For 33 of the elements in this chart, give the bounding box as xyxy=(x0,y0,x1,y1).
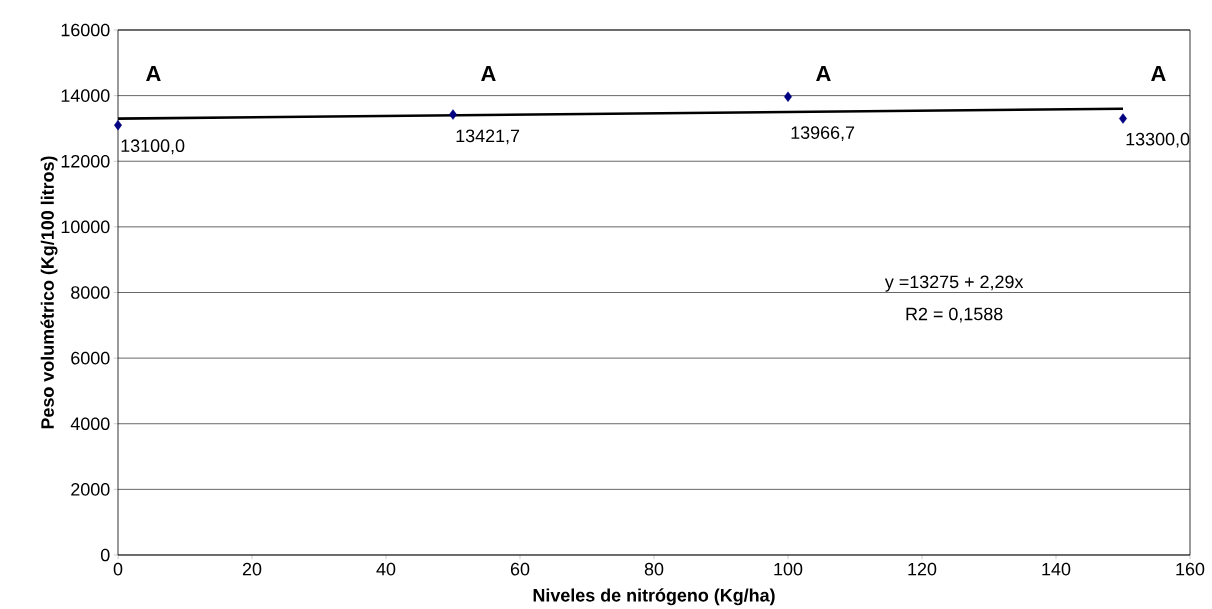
y-tick-label: 0 xyxy=(100,548,110,562)
x-tick-label: 0 xyxy=(113,562,123,576)
point xyxy=(1119,113,1127,124)
annotation: R2 = 0,1588 xyxy=(906,307,1003,323)
annotation: y =13275 + 2,29x xyxy=(884,275,1024,292)
x-tick-label: 20 xyxy=(242,562,262,576)
y-tick-label: 2000 xyxy=(71,483,110,496)
annotation: A xyxy=(146,66,161,82)
point xyxy=(784,91,792,102)
y-tick-label: 14000 xyxy=(61,89,110,102)
x-axis-title: Niveles de nitrógeno (Kg/ha) xyxy=(533,588,775,606)
y-tick-label: 4000 xyxy=(70,417,110,431)
data-label: 13421,7 xyxy=(456,129,520,145)
data-label: 13300,0 xyxy=(1126,132,1190,148)
x-tick-label: 40 xyxy=(376,562,396,576)
annotation: A xyxy=(1151,66,1166,82)
point xyxy=(449,109,457,120)
annotation: A xyxy=(481,66,496,82)
y-tick-label: 6000 xyxy=(71,351,110,365)
x-tick-label: 120 xyxy=(908,562,937,576)
x-tick-label: 160 xyxy=(1176,562,1205,576)
x-tick-label: 80 xyxy=(644,562,664,576)
x-tick-label: 140 xyxy=(1042,562,1071,576)
y-tick-label: 16000 xyxy=(61,23,110,37)
x-tick-label: 100 xyxy=(774,562,803,576)
y-tick-label: 10000 xyxy=(61,220,110,234)
data-label: 13100,0 xyxy=(121,139,185,155)
data-label: 13966,7 xyxy=(791,126,855,142)
annotation: A xyxy=(816,66,831,82)
x-tick-label: 60 xyxy=(510,562,530,576)
y-tick-label: 12000 xyxy=(61,154,110,168)
y-tick-label: 8000 xyxy=(71,286,110,299)
y-axis-title: Peso volumétrico (Kg/100 litros) xyxy=(40,156,58,429)
